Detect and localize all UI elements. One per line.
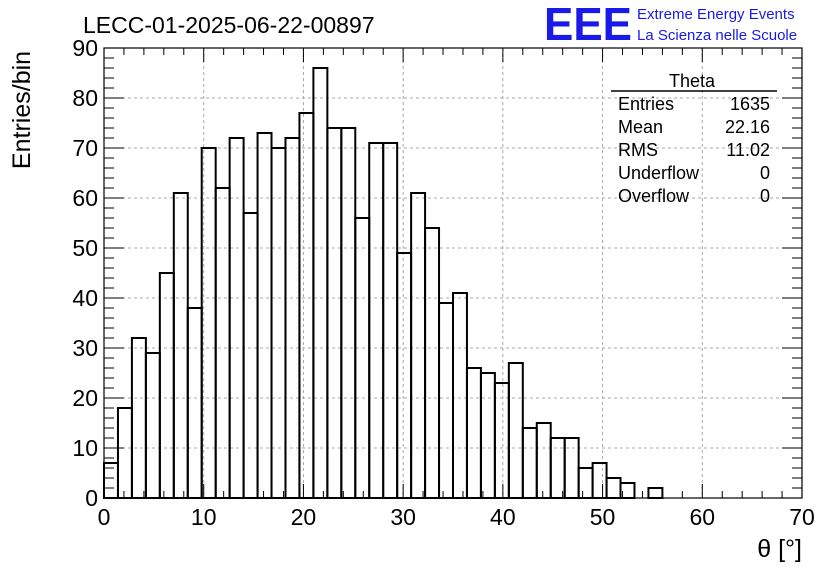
- stats-row-value: 0: [760, 163, 770, 183]
- y-tick-label: 30: [72, 335, 98, 361]
- stats-box: Theta Entries 1635 Mean 22.16 RMS 11.02 Underf…: [611, 71, 777, 206]
- x-tick-label: 20: [291, 504, 317, 530]
- plot-frame: [103, 47, 803, 499]
- stats-row-value: 22.16: [725, 117, 770, 137]
- chart-title: LECC-01-2025-06-22-00897: [83, 12, 375, 38]
- stats-row-label: Overflow: [618, 186, 690, 206]
- eee-logo-mark: EEE: [544, 0, 632, 50]
- stats-rows: Entries 1635 Mean 22.16 RMS 11.02 Underflow 0 Ov…: [618, 94, 770, 206]
- x-tick-label: 0: [98, 504, 111, 530]
- eee-logo: EEE Extreme Energy Events La Scienza nel…: [544, 0, 797, 50]
- stats-row-label: RMS: [618, 140, 658, 160]
- x-tick-label: 10: [191, 504, 217, 530]
- stats-row-value: 11.02: [726, 140, 770, 160]
- eee-logo-line1: Extreme Energy Events: [637, 6, 795, 23]
- y-tick-label: 10: [72, 435, 98, 461]
- axis-ticks: [103, 47, 803, 499]
- x-tick-label: 40: [490, 504, 516, 530]
- y-tick-label: 50: [72, 235, 98, 261]
- x-tick-label: 50: [590, 504, 616, 530]
- eee-logo-line2: La Scienza nelle Scuole: [637, 27, 797, 44]
- y-axis-label: Entries/bin: [8, 51, 36, 169]
- stats-row-label: Underflow: [618, 163, 700, 183]
- x-tick-label: 30: [390, 504, 416, 530]
- tick-labels: 0 10 20 30 40 50 60 70 0 10 20 30 40 50 60 70 80 90: [72, 35, 814, 530]
- stats-row-label: Mean: [618, 117, 663, 137]
- y-tick-label: 80: [72, 85, 98, 111]
- x-axis-label: θ [°]: [757, 535, 802, 563]
- y-tick-label: 90: [72, 35, 98, 61]
- y-tick-label: 0: [85, 485, 98, 511]
- x-tick-label: 70: [789, 504, 815, 530]
- y-tick-label: 20: [72, 385, 98, 411]
- x-tick-label: 60: [689, 504, 715, 530]
- y-tick-label: 60: [72, 185, 98, 211]
- y-tick-label: 70: [72, 135, 98, 161]
- stats-row-value: 0: [760, 186, 770, 206]
- stats-box-title: Theta: [669, 71, 716, 91]
- stats-row-label: Entries: [618, 94, 674, 114]
- stats-row-value: 1635: [730, 94, 770, 114]
- y-tick-label: 40: [72, 285, 98, 311]
